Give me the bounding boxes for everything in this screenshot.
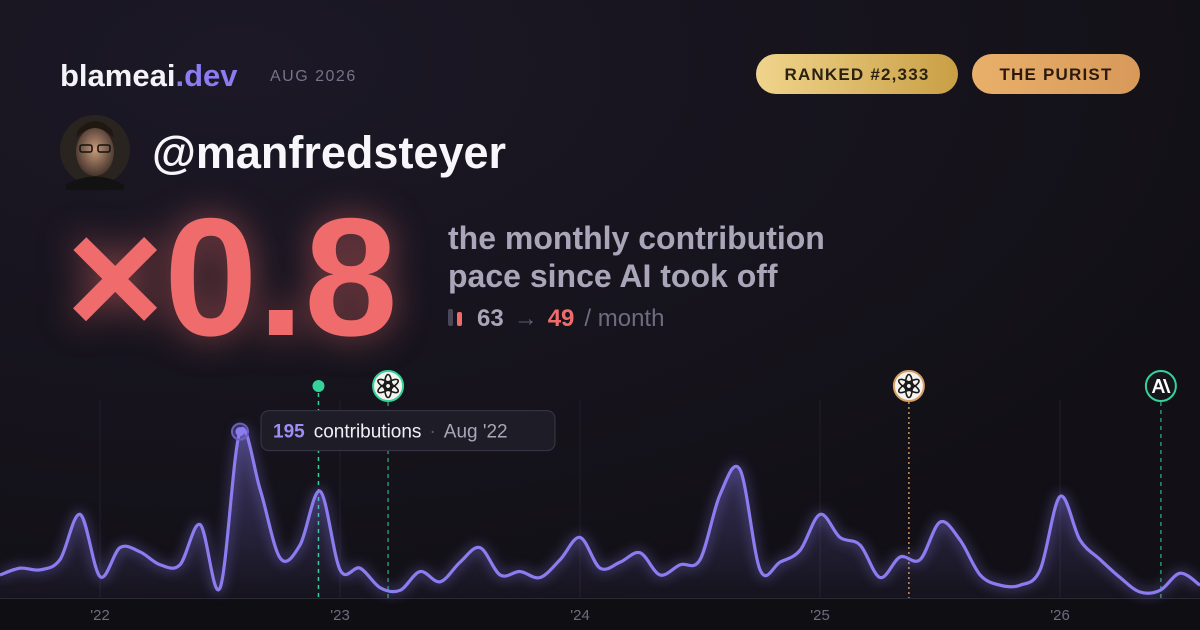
event-dot	[312, 380, 325, 392]
pace-icon	[448, 309, 462, 326]
badge-rank	[756, 54, 958, 94]
badge-title-text: THE PURIST	[999, 65, 1112, 84]
tooltip-sep: ·	[429, 422, 435, 443]
line	[0, 427, 1200, 595]
date: AUG 2026	[270, 68, 357, 85]
tooltip: 195 contributions · Aug '22	[260, 410, 556, 452]
tooltip-box	[260, 410, 556, 452]
area	[0, 428, 1200, 598]
brand-name: blameai	[60, 58, 175, 93]
event-badge	[372, 370, 405, 402]
plot: '22 '23 '24 '25 '26 195 contributions · Aug '22	[0, 370, 1200, 624]
openai-petal	[897, 382, 914, 394]
tooltip-value: 195	[273, 422, 305, 443]
brand-suffix: .dev	[175, 58, 238, 93]
pace-before: 63	[477, 305, 504, 332]
pace-after: 49	[548, 305, 575, 332]
event-icon	[372, 370, 405, 402]
x-tick-label: '24	[570, 607, 590, 624]
badge-rank-text: RANKED #2,333	[784, 65, 929, 84]
multiplier: ×0.8	[66, 183, 398, 371]
tooltip-label: contributions	[314, 422, 422, 443]
openai-petal	[377, 382, 393, 394]
openai-petal	[897, 378, 914, 390]
event-icon	[1144, 370, 1177, 402]
x-tick-label: '22	[90, 607, 110, 624]
avatar	[60, 115, 130, 190]
description-line: pace since AI took off	[448, 258, 778, 294]
pace-unit: / month	[584, 305, 664, 332]
anthropic-logo	[1151, 379, 1171, 393]
openai-petal	[377, 378, 393, 390]
x-tick-label: '26	[1050, 607, 1070, 624]
brand: blameai.dev	[60, 58, 238, 93]
badge-title	[972, 54, 1140, 94]
axis-band	[0, 598, 1200, 630]
pace: 63 → 49 / month	[477, 305, 664, 332]
tooltip-date: Aug '22	[444, 422, 508, 443]
pace-arrow: →	[514, 305, 538, 332]
event-icon	[892, 370, 925, 402]
highlight-dot	[235, 427, 245, 437]
tooltip-text: 195 contributions · Aug '22	[273, 422, 508, 443]
handle: @manfredsteyer	[152, 127, 506, 178]
description-line: the monthly contribution	[448, 220, 825, 256]
event-badge	[892, 370, 925, 402]
x-tick-label: '23	[330, 607, 350, 624]
x-tick-label: '25	[810, 607, 830, 624]
event-icon	[312, 380, 325, 392]
